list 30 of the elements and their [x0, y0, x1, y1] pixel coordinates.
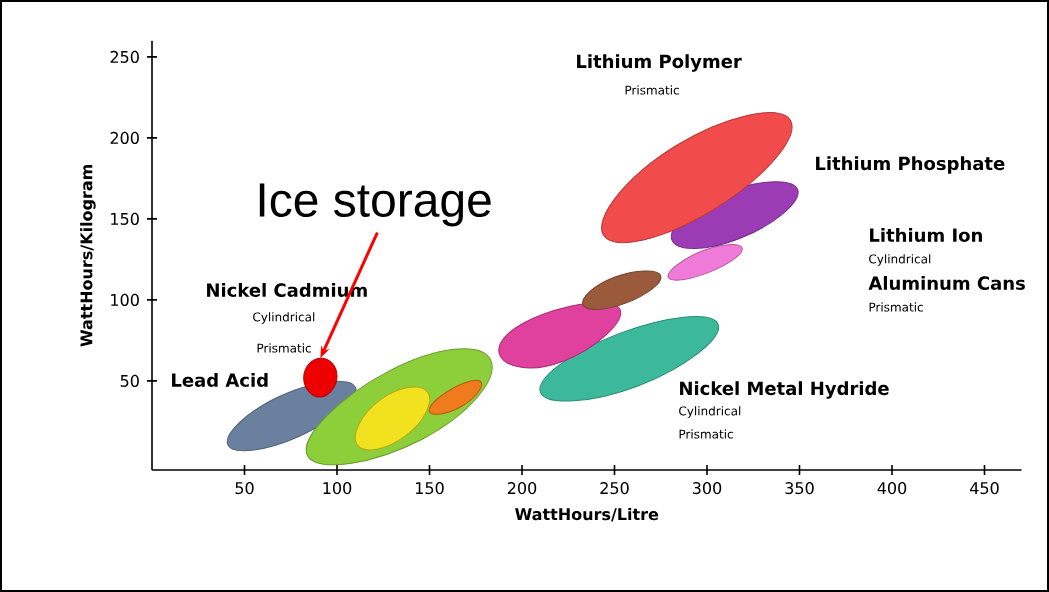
annotation: Cylindrical	[253, 312, 315, 324]
x-axis-title: WattHours/Litre	[515, 507, 659, 522]
annotation: Cylindrical	[679, 406, 741, 418]
annotation: Ice storage	[259, 183, 491, 227]
x-tick-label: 200	[507, 482, 537, 495]
x-tick-label: 100	[323, 482, 352, 495]
y-tick-label: 50	[120, 374, 139, 387]
y-tick-label: 200	[110, 131, 139, 144]
x-tick-label: 150	[415, 482, 444, 495]
annotation: Lithium Ion	[870, 228, 982, 242]
annotation: Lithium Polymer	[577, 54, 742, 72]
annotation: Lead Acid	[172, 373, 268, 387]
x-tick-label: 250	[600, 482, 629, 495]
y-tick-label: 150	[111, 212, 139, 225]
annotation: Prismatic	[625, 85, 679, 95]
annotation: Cylindrical	[869, 254, 931, 266]
y-axis-title: WattHours/Kilogram	[80, 164, 96, 347]
annotation: Lithium Phosphate	[816, 156, 1005, 174]
x-tick-label: 50	[235, 482, 254, 495]
x-tick-label: 300	[692, 482, 722, 495]
annotation: Nickel Metal Hydride	[680, 381, 889, 399]
x-tick-label: 450	[970, 482, 999, 495]
x-tick-label: 400	[877, 482, 907, 495]
y-tick-label: 250	[110, 50, 139, 63]
annotation: Prismatic	[257, 343, 311, 353]
annotation: Prismatic	[679, 429, 733, 439]
annotation: Aluminum Cans	[868, 276, 1025, 290]
x-tick-label: 350	[785, 482, 814, 495]
annotation: Prismatic	[869, 302, 923, 312]
y-tick-label: 100	[111, 293, 139, 306]
